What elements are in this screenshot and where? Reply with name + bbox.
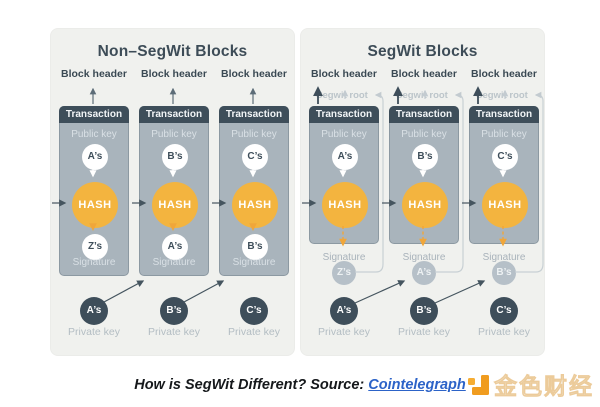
private-key-circle: A’s: [80, 297, 108, 325]
transaction-box: Transaction Public key A’s HASH: [309, 106, 379, 244]
signature-circle: B’s: [242, 234, 268, 260]
source-link[interactable]: Cointelegraph: [368, 377, 466, 393]
txn-column: Block header Segwit root Transaction Pub…: [389, 29, 459, 355]
signature-circle: A’s: [412, 261, 436, 285]
transaction-header: Transaction: [309, 106, 379, 123]
public-key-circle: A’s: [332, 144, 358, 170]
private-key-label: Private key: [228, 326, 280, 338]
caption: How is SegWit Different? Source: Cointel…: [0, 377, 600, 393]
jinse-logo-icon: [468, 375, 490, 397]
signature-label: Signature: [402, 252, 446, 263]
signature-circle: A’s: [162, 234, 188, 260]
public-key-label: Public key: [71, 129, 117, 140]
transaction-box: Transaction Public key C’s HASH B’s Sign…: [219, 106, 289, 276]
private-key-circle: B’s: [160, 297, 188, 325]
block-header-label: Block header: [471, 68, 537, 80]
hash-circle: HASH: [72, 182, 118, 228]
private-key-label: Private key: [318, 326, 370, 338]
jinse-watermark: 金色财经: [468, 371, 594, 401]
public-key-circle: B’s: [162, 144, 188, 170]
private-key-circle: C’s: [490, 297, 518, 325]
segwit-root-label: Segwit root: [316, 90, 368, 101]
hash-circle: HASH: [402, 182, 448, 228]
hash-circle: HASH: [152, 182, 198, 228]
private-key-circle: C’s: [240, 297, 268, 325]
non-segwit-panel: Non–SegWit Blocks Block header Transacti…: [50, 28, 295, 356]
transaction-box: Transaction Public key C’s HASH: [469, 106, 539, 244]
txn-column: Block header Transaction Public key B’s …: [139, 29, 209, 355]
logo-block: [468, 378, 475, 385]
public-key-label: Public key: [401, 129, 447, 140]
signature-circle: Z’s: [82, 234, 108, 260]
public-key-circle: C’s: [492, 144, 518, 170]
transaction-header: Transaction: [139, 106, 209, 123]
panel-title: SegWit Blocks: [367, 43, 478, 60]
brand-name: 金色财经: [494, 373, 594, 400]
hash-circle: HASH: [322, 182, 368, 228]
hash-circle: HASH: [482, 182, 528, 228]
private-key-circle: A’s: [330, 297, 358, 325]
public-key-label: Public key: [321, 129, 367, 140]
signature-circle: B’s: [492, 261, 516, 285]
segwit-panel: SegWit Blocks Block header Segwit root T…: [300, 28, 545, 356]
signature-circle: Z’s: [332, 261, 356, 285]
block-header-label: Block header: [391, 68, 457, 80]
signature-label: Signature: [482, 252, 526, 263]
block-header-label: Block header: [311, 68, 377, 80]
private-key-label: Private key: [398, 326, 450, 338]
hash-circle: HASH: [232, 182, 278, 228]
public-key-circle: C’s: [242, 144, 268, 170]
transaction-header: Transaction: [469, 106, 539, 123]
txn-column: Block header Segwit root Transaction Pub…: [309, 29, 379, 355]
signature-label: Signature: [232, 257, 276, 268]
public-key-label: Public key: [151, 129, 197, 140]
signature-label: Signature: [322, 252, 366, 263]
private-key-label: Private key: [68, 326, 120, 338]
transaction-box: Transaction Public key B’s HASH A’s Sign…: [139, 106, 209, 276]
transaction-box: Transaction Public key A’s HASH Z’s Sign…: [59, 106, 129, 276]
segwit-root-label: Segwit root: [396, 90, 448, 101]
block-header-label: Block header: [221, 68, 287, 80]
public-key-circle: B’s: [412, 144, 438, 170]
public-key-label: Public key: [481, 129, 527, 140]
transaction-header: Transaction: [59, 106, 129, 123]
signature-label: Signature: [72, 257, 116, 268]
caption-text: How is SegWit Different? Source:: [134, 377, 365, 393]
txn-column: Block header Transaction Public key A’s …: [59, 29, 129, 355]
private-key-circle: B’s: [410, 297, 438, 325]
private-key-label: Private key: [148, 326, 200, 338]
public-key-circle: A’s: [82, 144, 108, 170]
public-key-label: Public key: [231, 129, 277, 140]
logo-block: [472, 387, 484, 395]
block-header-label: Block header: [141, 68, 207, 80]
txn-column: Block header Segwit root Transaction Pub…: [469, 29, 539, 355]
transaction-header: Transaction: [219, 106, 289, 123]
block-header-label: Block header: [61, 68, 127, 80]
panel-title: Non–SegWit Blocks: [97, 43, 248, 60]
txn-column: Block header Transaction Public key C’s …: [219, 29, 289, 355]
logo-block: [481, 375, 489, 395]
segwit-root-label: Segwit root: [476, 90, 528, 101]
transaction-header: Transaction: [389, 106, 459, 123]
signature-label: Signature: [152, 257, 196, 268]
private-key-label: Private key: [478, 326, 530, 338]
transaction-box: Transaction Public key B’s HASH: [389, 106, 459, 244]
